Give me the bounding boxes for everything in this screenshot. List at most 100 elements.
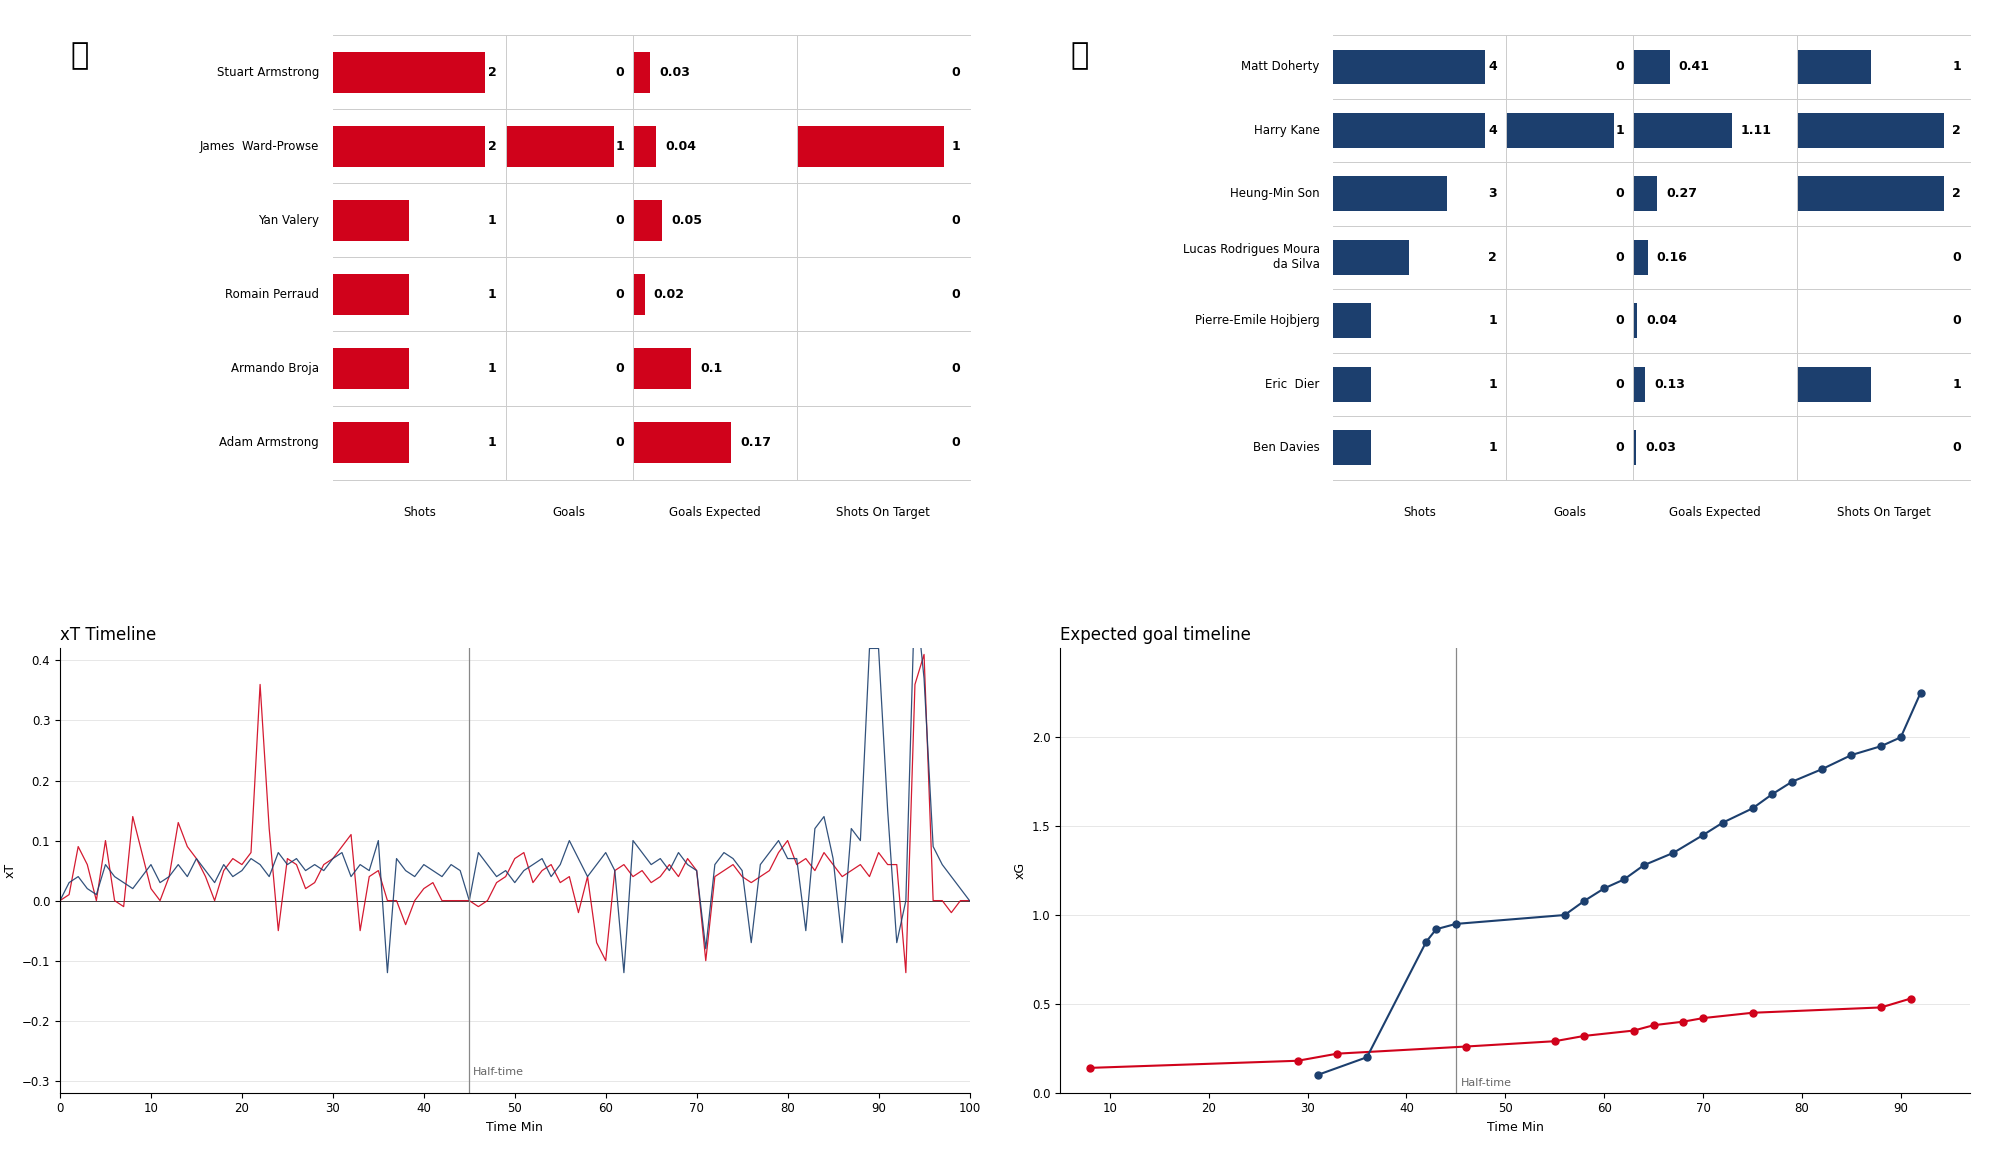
- Text: 0.1: 0.1: [700, 362, 722, 375]
- Bar: [1634, 240, 1648, 275]
- Bar: [332, 422, 408, 463]
- Bar: [1634, 367, 1644, 402]
- Text: 1: 1: [1488, 378, 1498, 391]
- Text: 0: 0: [616, 288, 624, 301]
- Text: Yan Valery: Yan Valery: [258, 214, 320, 227]
- Text: 0: 0: [616, 214, 624, 227]
- Text: 0: 0: [952, 362, 960, 375]
- Text: 0: 0: [616, 436, 624, 449]
- Bar: [332, 274, 408, 315]
- Text: Goals: Goals: [552, 506, 586, 519]
- Text: 2: 2: [1952, 188, 1960, 201]
- Text: 0: 0: [952, 214, 960, 227]
- Bar: [1334, 430, 1372, 465]
- Bar: [632, 200, 662, 241]
- Text: 0: 0: [1616, 60, 1624, 74]
- Bar: [632, 348, 690, 389]
- Text: 1: 1: [1952, 60, 1960, 74]
- Text: Shots On Target: Shots On Target: [1836, 506, 1930, 519]
- Text: 1: 1: [952, 140, 960, 153]
- Text: Goals: Goals: [1554, 506, 1586, 519]
- Text: Shots: Shots: [1404, 506, 1436, 519]
- Bar: [506, 126, 614, 167]
- Text: 0: 0: [1616, 188, 1624, 201]
- Text: Eric  Dier: Eric Dier: [1266, 378, 1320, 391]
- Text: 1: 1: [1952, 378, 1960, 391]
- Text: Goals Expected: Goals Expected: [1670, 506, 1762, 519]
- Bar: [1334, 49, 1486, 85]
- Text: 0: 0: [1952, 251, 1960, 264]
- Bar: [1334, 240, 1410, 275]
- Text: 1: 1: [616, 140, 624, 153]
- Bar: [632, 274, 644, 315]
- Text: Matt Doherty: Matt Doherty: [1242, 60, 1320, 74]
- Bar: [332, 200, 408, 241]
- Text: 0: 0: [1616, 378, 1624, 391]
- Text: 1: 1: [1616, 125, 1624, 137]
- Text: xT Timeline: xT Timeline: [60, 626, 156, 644]
- Text: Lucas Rodrigues Moura
da Silva: Lucas Rodrigues Moura da Silva: [1182, 243, 1320, 271]
- Y-axis label: xT: xT: [4, 862, 16, 878]
- Text: Ben Davies: Ben Davies: [1252, 442, 1320, 455]
- Bar: [332, 126, 484, 167]
- Bar: [1634, 176, 1658, 212]
- Text: 0.13: 0.13: [1654, 378, 1684, 391]
- Bar: [1798, 113, 1944, 148]
- X-axis label: Time Min: Time Min: [486, 1121, 544, 1134]
- Text: 0.04: 0.04: [1646, 315, 1678, 328]
- Bar: [1634, 430, 1636, 465]
- Text: Expected goal timeline: Expected goal timeline: [1060, 626, 1252, 644]
- Bar: [332, 348, 408, 389]
- Text: 0.04: 0.04: [666, 140, 696, 153]
- Text: Armando Broja: Armando Broja: [232, 362, 320, 375]
- Bar: [632, 126, 656, 167]
- Bar: [796, 126, 944, 167]
- Bar: [1506, 113, 1614, 148]
- Text: 0: 0: [1616, 315, 1624, 328]
- Text: 1: 1: [488, 288, 496, 301]
- Text: 0.05: 0.05: [670, 214, 702, 227]
- Text: Adam Armstrong: Adam Armstrong: [220, 436, 320, 449]
- Text: Pierre-Emile Hojbjerg: Pierre-Emile Hojbjerg: [1194, 315, 1320, 328]
- Bar: [1798, 176, 1944, 212]
- Text: 0: 0: [952, 436, 960, 449]
- Text: Shots: Shots: [402, 506, 436, 519]
- Text: Harry Kane: Harry Kane: [1254, 125, 1320, 137]
- Bar: [1334, 113, 1486, 148]
- Bar: [1334, 303, 1372, 338]
- Text: Half-time: Half-time: [1460, 1077, 1512, 1088]
- Text: Romain Perraud: Romain Perraud: [226, 288, 320, 301]
- Text: 0: 0: [616, 66, 624, 79]
- Bar: [332, 52, 484, 93]
- Text: 1: 1: [1488, 315, 1498, 328]
- Text: 0.16: 0.16: [1656, 251, 1688, 264]
- Bar: [1798, 367, 1870, 402]
- Text: 2: 2: [488, 66, 496, 79]
- Text: 0: 0: [1952, 315, 1960, 328]
- Text: 🔴: 🔴: [70, 41, 88, 70]
- Text: 0: 0: [952, 288, 960, 301]
- Text: 0: 0: [952, 66, 960, 79]
- Text: 1: 1: [488, 214, 496, 227]
- Bar: [1634, 49, 1670, 85]
- Text: Shots On Target: Shots On Target: [836, 506, 930, 519]
- Bar: [632, 52, 650, 93]
- Text: 0: 0: [1616, 251, 1624, 264]
- Text: 4: 4: [1488, 60, 1498, 74]
- Text: 0.27: 0.27: [1666, 188, 1698, 201]
- Text: 0.17: 0.17: [740, 436, 772, 449]
- Bar: [1798, 49, 1870, 85]
- Text: 0: 0: [1952, 442, 1960, 455]
- Text: 2: 2: [1488, 251, 1498, 264]
- Text: 0: 0: [616, 362, 624, 375]
- Text: 1: 1: [1488, 442, 1498, 455]
- Bar: [1634, 113, 1732, 148]
- Text: 1: 1: [488, 436, 496, 449]
- Text: 0.02: 0.02: [654, 288, 684, 301]
- X-axis label: Time Min: Time Min: [1486, 1121, 1544, 1134]
- Text: Half-time: Half-time: [472, 1067, 524, 1076]
- Text: 0.41: 0.41: [1678, 60, 1710, 74]
- Text: 4: 4: [1488, 125, 1498, 137]
- Text: James  Ward-Prowse: James Ward-Prowse: [200, 140, 320, 153]
- Text: 0.03: 0.03: [1646, 442, 1676, 455]
